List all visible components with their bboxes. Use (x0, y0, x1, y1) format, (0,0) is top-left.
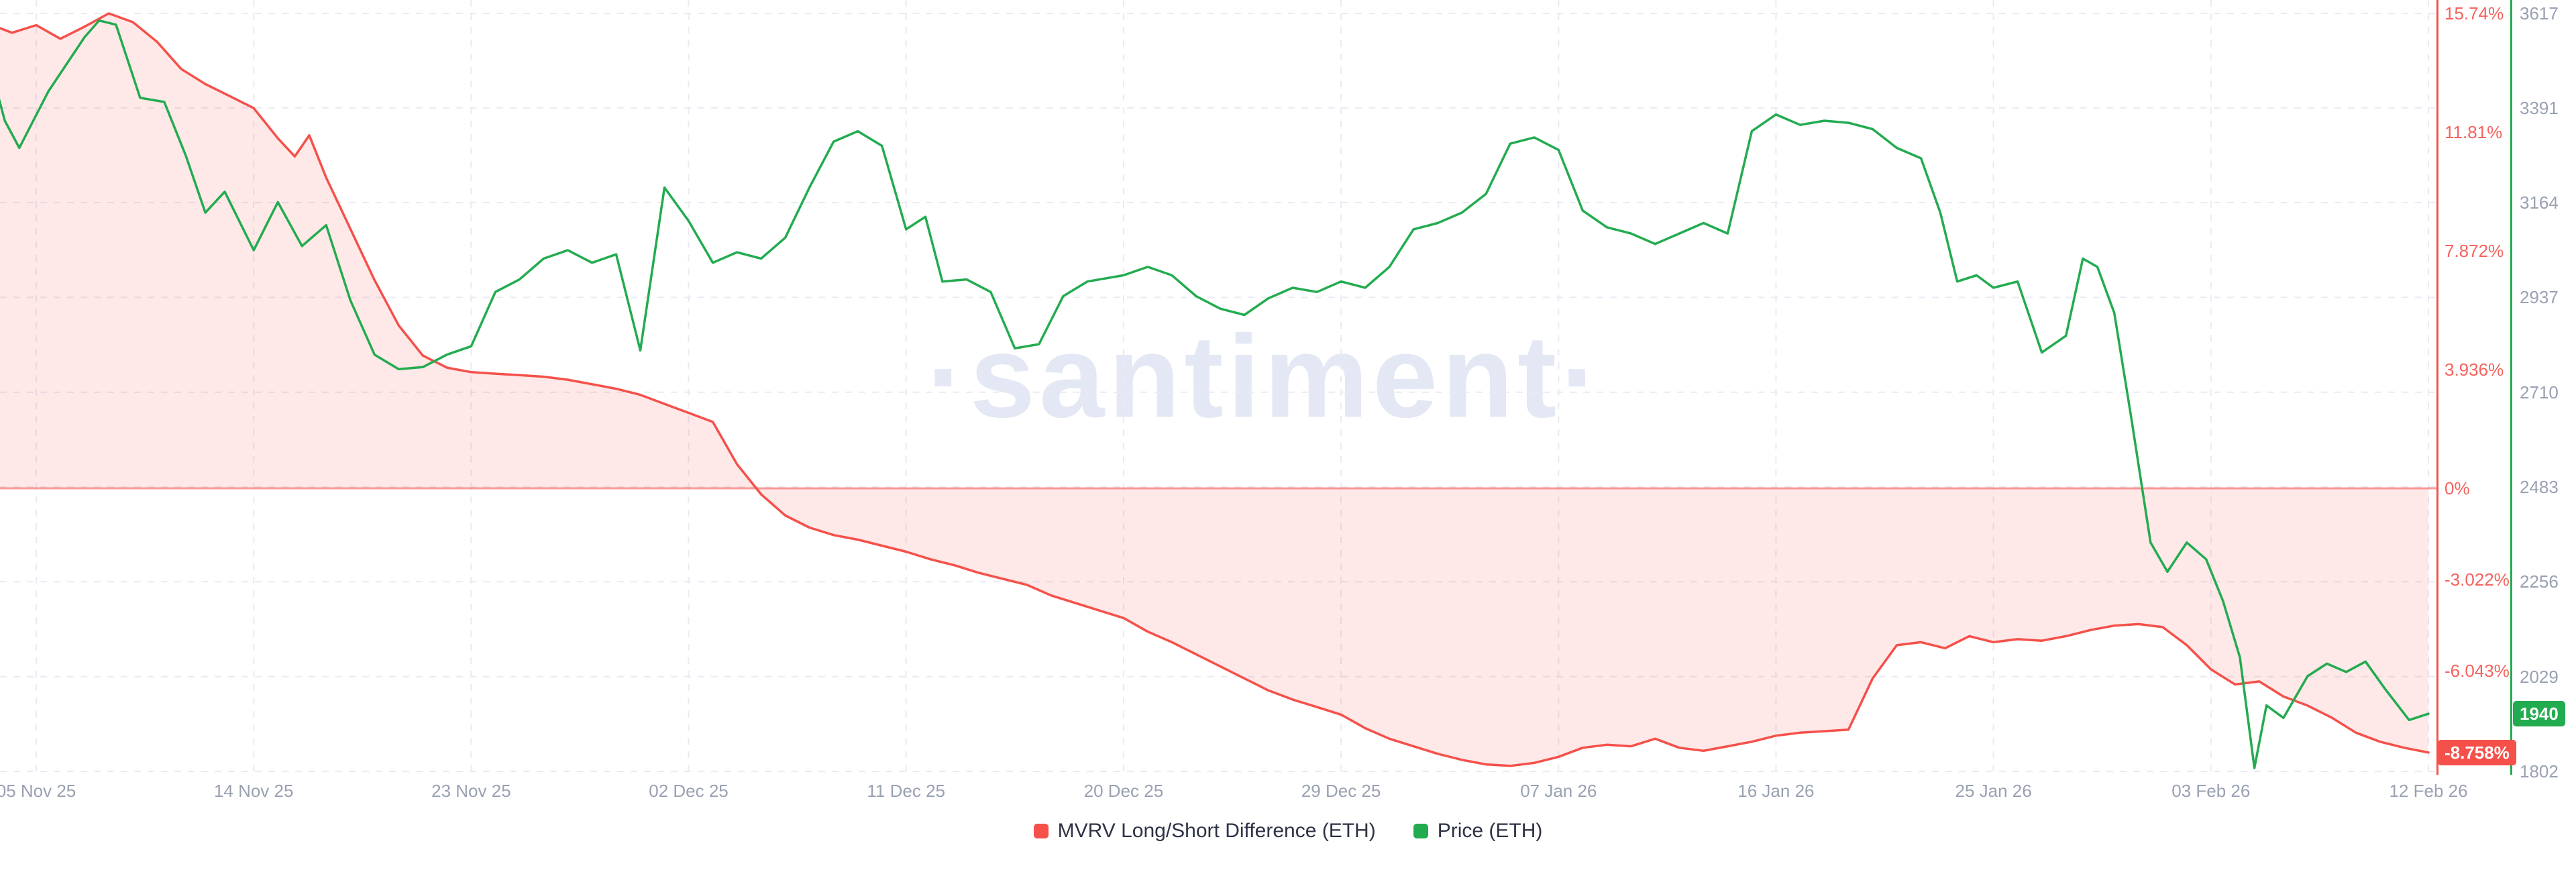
date-axis-tick: 29 Dec 25 (1301, 781, 1381, 801)
percent-axis-tick: -6.043% (2445, 660, 2510, 681)
percent-axis-tick: 0% (2445, 478, 2470, 498)
legend-swatch-price (1413, 824, 1428, 838)
price-axis-tick: 2483 (2520, 477, 2559, 498)
legend-item-price[interactable]: Price (ETH) (1413, 820, 1543, 842)
price-axis-tick: 2710 (2520, 382, 2559, 402)
date-axis-tick: 25 Jan 26 (1955, 781, 2032, 801)
santiment-watermark: ·santiment· (926, 311, 1604, 443)
chart-canvas[interactable] (0, 0, 2436, 775)
date-axis-tick: 16 Jan 26 (1737, 781, 1815, 801)
percent-axis-line (2436, 0, 2438, 775)
date-axis-tick: 07 Jan 26 (1520, 781, 1597, 801)
percent-axis-tick: -3.022% (2445, 569, 2510, 590)
legend-label-price: Price (ETH) (1437, 820, 1543, 842)
legend-swatch-mvrv (1033, 824, 1049, 838)
date-axis-tick: 23 Nov 25 (431, 781, 511, 801)
percent-axis-tick: 3.936% (2445, 359, 2504, 380)
legend-item-mvrv[interactable]: MVRV Long/Short Difference (ETH) (1033, 820, 1376, 842)
date-axis-tick: 03 Feb 26 (2171, 781, 2251, 801)
legend: MVRV Long/Short Difference (ETH) Price (… (0, 820, 2576, 842)
percent-axis-tick: 15.74% (2445, 3, 2504, 23)
price-axis-tick: 3391 (2520, 97, 2559, 118)
price-axis-tick: 2029 (2520, 666, 2559, 687)
mvrv-current-badge: -8.758% (2438, 739, 2516, 765)
date-axis-tick: 11 Dec 25 (867, 781, 945, 801)
legend-label-mvrv: MVRV Long/Short Difference (ETH) (1057, 820, 1376, 842)
date-axis-tick: 12 Feb 26 (2389, 781, 2468, 801)
price-axis-tick: 3617 (2520, 3, 2559, 23)
price-axis-tick: 3164 (2520, 193, 2559, 213)
price-axis-tick: 2937 (2520, 287, 2559, 308)
date-axis-tick: 02 Dec 25 (649, 781, 729, 801)
date-axis-tick: 14 Nov 25 (213, 781, 294, 801)
percent-axis-tick: 11.81% (2445, 121, 2503, 142)
percent-axis-tick: 7.872% (2445, 240, 2504, 261)
date-axis-tick: 20 Dec 25 (1083, 781, 1164, 801)
price-axis-tick: 1802 (2520, 761, 2559, 781)
price-axis-line (2510, 0, 2512, 775)
price-current-badge: 1940 (2513, 701, 2565, 727)
price-axis-tick: 2256 (2520, 571, 2559, 592)
date-axis-tick: 05 Nov 25 (0, 781, 76, 801)
